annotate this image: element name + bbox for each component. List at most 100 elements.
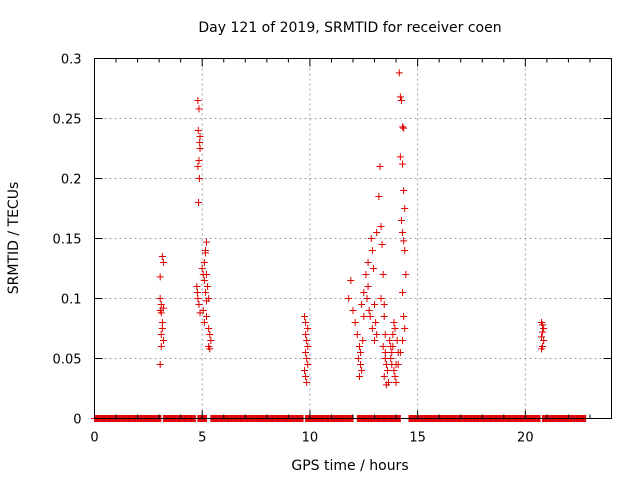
data-point — [396, 349, 404, 356]
data-point — [194, 127, 202, 134]
data-point — [304, 361, 312, 368]
y-tick-label: 0.25 — [53, 113, 82, 128]
data-point — [362, 271, 370, 278]
data-point — [399, 123, 407, 131]
data-point — [303, 337, 311, 344]
data-point — [199, 307, 207, 314]
axis-ticks: 0 0.05 0.1 0.15 0.2 0.25 0.3 0 5 10 15 20 — [53, 53, 612, 446]
data-point — [205, 295, 213, 302]
data-point — [381, 331, 389, 338]
x-tick-label: 5 — [198, 431, 206, 446]
data-point — [203, 238, 211, 246]
data-point — [205, 325, 213, 332]
x-tick-label: 0 — [90, 431, 98, 446]
data-point — [345, 295, 353, 302]
data-point — [381, 349, 389, 356]
data-point — [400, 237, 408, 245]
x-tick-label: 20 — [517, 431, 534, 446]
data-point — [394, 361, 402, 368]
data-point — [353, 331, 361, 338]
data-point — [540, 325, 548, 332]
data-point — [156, 273, 164, 281]
data-point — [387, 355, 395, 362]
data-point — [389, 343, 397, 350]
data-point — [401, 325, 409, 332]
data-point — [157, 331, 165, 338]
data-point — [303, 379, 311, 386]
data-point — [539, 328, 547, 336]
data-point — [380, 301, 388, 308]
data-point — [389, 331, 397, 338]
data-point — [157, 309, 165, 317]
data-point — [196, 145, 204, 152]
data-point — [349, 307, 357, 314]
data-point — [397, 217, 405, 224]
data-point — [204, 283, 212, 290]
data-point — [380, 373, 388, 380]
data-point — [400, 124, 408, 132]
data-point — [194, 163, 202, 170]
data-point — [196, 139, 204, 146]
data-point — [157, 301, 165, 308]
x-tick-label: 10 — [302, 431, 319, 446]
data-point — [372, 319, 380, 326]
data-point — [399, 289, 407, 296]
data-point — [369, 265, 377, 272]
data-point — [383, 367, 391, 374]
data-point — [203, 271, 211, 278]
data-point — [363, 295, 371, 302]
data-point — [303, 355, 311, 362]
data-point — [196, 133, 204, 140]
data-point — [391, 325, 399, 332]
data-point — [201, 289, 209, 296]
data-point — [351, 319, 359, 326]
data-point — [399, 337, 407, 344]
data-point — [539, 321, 547, 329]
data-point — [368, 325, 376, 332]
data-point — [301, 313, 309, 320]
data-point — [194, 295, 202, 302]
data-point — [347, 277, 355, 284]
data-point — [357, 361, 365, 368]
chart-title: Day 121 of 2019, SRMTID for receiver coe… — [198, 20, 501, 36]
data-point — [357, 349, 365, 356]
data-point — [371, 337, 379, 344]
x-axis-label: GPS time / hours — [291, 458, 408, 474]
data-point — [195, 157, 203, 164]
data-point — [159, 304, 167, 312]
data-point — [354, 355, 362, 362]
data-point — [206, 331, 214, 338]
data-point — [358, 301, 366, 308]
data-point — [368, 247, 376, 254]
data-point — [373, 229, 381, 236]
data-point — [364, 259, 372, 266]
data-point — [386, 337, 394, 344]
data-point — [395, 69, 403, 77]
data-point — [400, 187, 408, 194]
data-point — [540, 337, 548, 344]
data-point — [207, 337, 215, 344]
data-point — [379, 271, 387, 278]
data-point — [366, 313, 374, 320]
data-point — [159, 259, 167, 266]
data-point — [396, 93, 404, 101]
data-point — [156, 361, 164, 368]
data-point — [377, 295, 385, 302]
y-tick-label: 0.15 — [53, 233, 82, 248]
data-point — [198, 265, 206, 272]
data-point — [391, 373, 399, 380]
data-point — [359, 337, 367, 344]
data-point — [392, 379, 400, 386]
data-point — [203, 313, 211, 320]
data-points — [156, 69, 548, 389]
data-point — [201, 247, 209, 254]
data-point — [193, 283, 201, 290]
data-point — [365, 307, 373, 314]
data-point — [302, 319, 310, 326]
data-point — [396, 153, 404, 161]
data-point — [195, 199, 203, 206]
y-tick-label: 0.3 — [61, 53, 82, 68]
data-point — [376, 163, 384, 170]
data-point — [537, 333, 545, 341]
